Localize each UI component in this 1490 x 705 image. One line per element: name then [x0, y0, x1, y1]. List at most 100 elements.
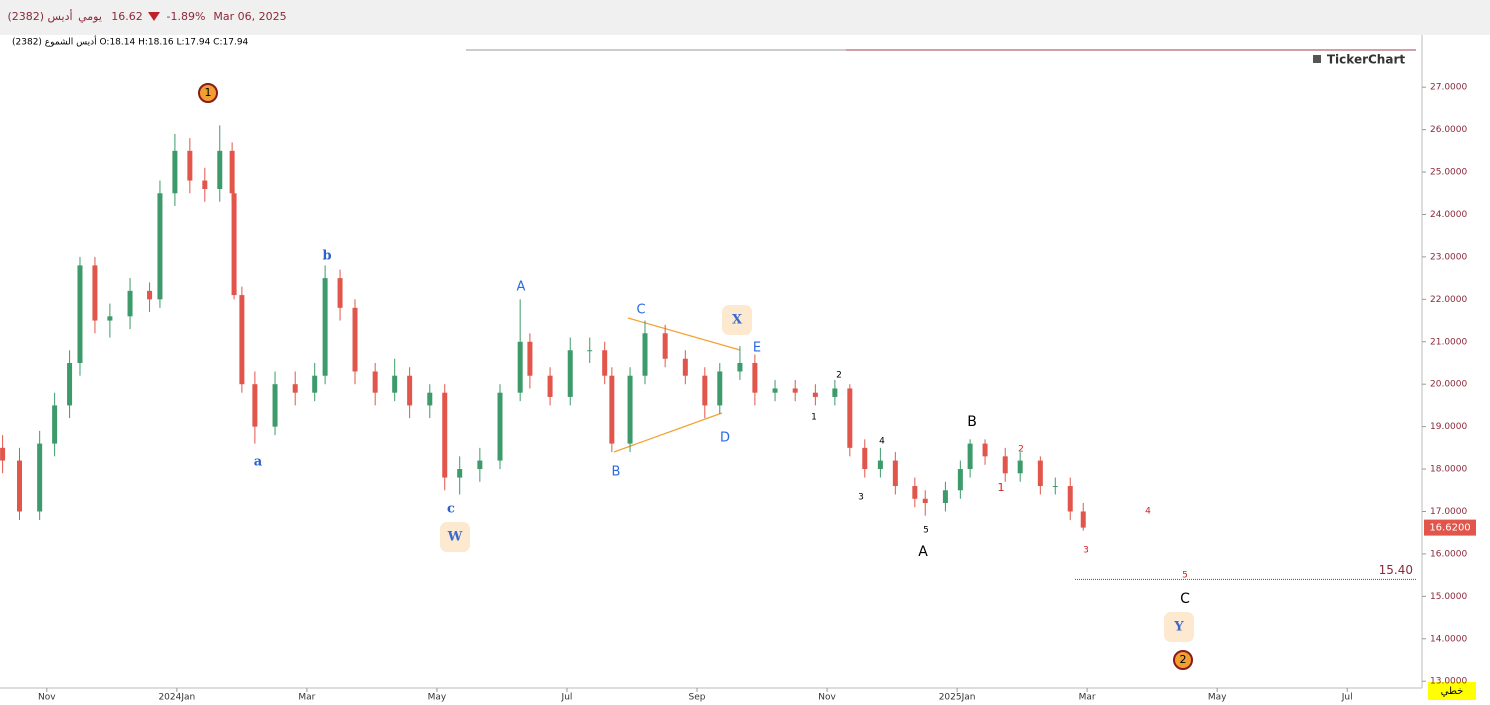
brand-icon — [1313, 55, 1321, 63]
candle-body — [202, 180, 208, 190]
candle-body — [772, 388, 778, 393]
x-tick-label: Sep — [689, 693, 706, 703]
y-tick-label: 21.0000 — [1430, 337, 1467, 347]
candle-body — [217, 150, 223, 190]
candle-body — [1002, 456, 1008, 474]
y-tick-label: 27.0000 — [1430, 83, 1467, 93]
candle-body — [942, 490, 948, 504]
wave-label: 2 — [1018, 445, 1024, 455]
style-label[interactable]: خطي — [1441, 686, 1464, 697]
wave-label: b — [322, 249, 331, 264]
change: -1.89% — [167, 10, 206, 23]
candle-body — [627, 375, 633, 444]
wave-label: a — [254, 455, 263, 470]
wave-label: 1 — [205, 86, 212, 99]
wave-label: C — [1180, 591, 1190, 607]
candle-body — [609, 375, 615, 444]
candle-body — [392, 375, 398, 393]
wave-label: D — [720, 431, 730, 446]
candle-body — [587, 350, 593, 352]
candle-body — [239, 295, 245, 385]
candle-body — [912, 486, 918, 499]
candle-body — [352, 307, 358, 372]
wave-circle — [198, 83, 218, 103]
y-tick-label: 24.0000 — [1430, 210, 1467, 220]
candle-body — [682, 358, 688, 376]
wave-label: 3 — [1083, 546, 1089, 556]
wave-label: E — [753, 341, 761, 356]
candle-body — [17, 460, 23, 512]
down-arrow — [148, 12, 160, 21]
candle-body — [0, 447, 6, 461]
x-tick-label: 2024Jan — [158, 693, 195, 703]
wave-label: 2 — [836, 371, 842, 381]
candle-body — [172, 150, 178, 194]
candle-body — [547, 375, 553, 397]
y-tick-label: 18.0000 — [1430, 465, 1467, 475]
candle-body — [322, 278, 328, 376]
candle-body — [292, 384, 298, 393]
last-price-label: 16.6200 — [1429, 523, 1470, 534]
candle-body — [477, 460, 483, 470]
target-label: 15.40 — [1379, 563, 1413, 577]
candle-body — [642, 333, 648, 376]
candle-body — [37, 443, 43, 512]
candle-body — [957, 469, 963, 491]
candle-body — [52, 405, 58, 444]
candle-body — [517, 341, 523, 393]
wave-label: 4 — [1145, 507, 1151, 517]
candle-body — [892, 460, 898, 487]
wave-label: 2 — [1180, 653, 1187, 666]
candle-body — [877, 460, 883, 470]
candle-body — [832, 388, 838, 397]
x-tick-label: Mar — [298, 693, 315, 703]
candle-body — [92, 265, 98, 321]
style-button[interactable] — [1428, 682, 1476, 700]
y-tick-label: 26.0000 — [1430, 125, 1467, 135]
candle-body — [372, 371, 378, 393]
candle-body — [1017, 460, 1023, 474]
candle-body — [812, 392, 818, 397]
candle-body — [252, 384, 258, 427]
candle-body — [427, 392, 433, 406]
candle-body — [922, 498, 928, 504]
candle-body — [982, 443, 988, 457]
y-tick-label: 13.0000 — [1430, 677, 1467, 687]
wave-box — [440, 522, 470, 552]
wave-label: W — [447, 530, 463, 545]
candle-body — [457, 469, 463, 478]
candle-body — [77, 265, 83, 363]
y-tick-label: 22.0000 — [1430, 295, 1467, 305]
symbol: أديس (2382) — [7, 9, 72, 23]
y-tick-label: 15.0000 — [1430, 592, 1467, 602]
candle-body — [497, 392, 503, 461]
candle-body — [107, 316, 113, 321]
wave-label: B — [612, 465, 621, 480]
wave-box — [722, 305, 752, 335]
y-tick-label: 16.0000 — [1430, 549, 1467, 559]
candle-body — [1067, 486, 1073, 512]
x-tick-label: Nov — [38, 693, 56, 703]
y-tick-label: 23.0000 — [1430, 252, 1467, 262]
candle-body — [847, 388, 853, 448]
wave-label: C — [636, 303, 645, 318]
candle-body — [229, 150, 235, 194]
candle-body — [127, 290, 133, 317]
wave-label: A — [918, 544, 928, 560]
candle-body — [337, 278, 343, 308]
candle-body — [272, 384, 278, 427]
candle-body — [967, 443, 973, 470]
candle-body — [862, 447, 868, 470]
candle-body — [312, 375, 318, 393]
y-tick-label: 20.0000 — [1430, 380, 1467, 390]
date: Mar 06, 2025 — [213, 10, 286, 23]
x-tick-label: Jul — [1341, 693, 1353, 703]
candle-body — [792, 388, 798, 393]
x-tick-label: Mar — [1079, 693, 1096, 703]
candle-body — [702, 375, 708, 406]
candle-body — [717, 371, 723, 406]
y-tick-label: 14.0000 — [1430, 634, 1467, 644]
period: يومي — [78, 10, 102, 23]
last-price-tag — [1424, 519, 1476, 536]
wave-label: A — [517, 280, 526, 295]
